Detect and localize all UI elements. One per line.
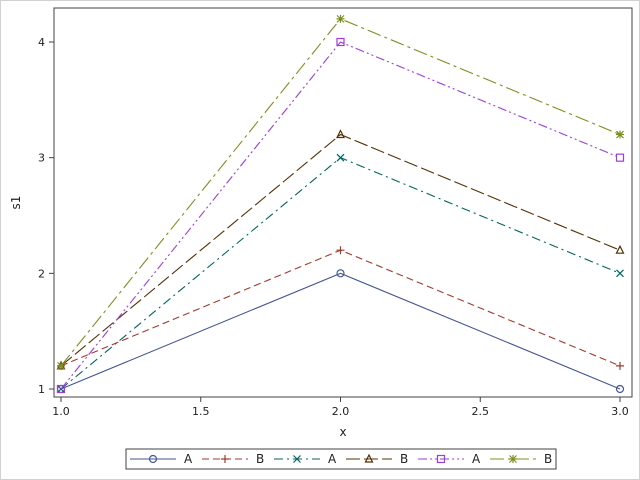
- plot-area: [53, 7, 633, 398]
- y-tick-label: 3: [38, 152, 45, 165]
- series-line-6: [60, 18, 621, 367]
- data-point-6-1: [57, 361, 65, 370]
- data-point-2-2: [336, 246, 345, 255]
- legend-marker-2: [221, 455, 229, 463]
- legend-label-3: A: [328, 452, 337, 466]
- series-line-1: [60, 272, 621, 390]
- x-tick-label: 3.0: [611, 405, 629, 418]
- legend-label-6: B: [544, 452, 552, 466]
- legend-marker-4: [364, 453, 374, 463]
- x-tick-label: 1.5: [192, 405, 210, 418]
- data-point-5-1: [56, 384, 66, 394]
- legend-label-1: A: [184, 452, 193, 466]
- data-point-3-2: [336, 153, 345, 162]
- data-point-3-3: [616, 269, 624, 278]
- legend-marker-3: [293, 455, 301, 463]
- data-point-1-2: [336, 269, 345, 278]
- legend-label-4: B: [400, 452, 408, 466]
- series-line-2: [60, 249, 621, 367]
- legend-marker-1: [148, 454, 158, 464]
- data-point-4-3: [615, 244, 625, 254]
- legend-label-5: A: [472, 452, 481, 466]
- data-point-5-3: [615, 153, 625, 162]
- x-tick-label: 1.0: [52, 405, 70, 418]
- y-tick-label: 4: [38, 36, 45, 49]
- data-point-4-2: [336, 129, 345, 139]
- data-point-6-3: [616, 130, 624, 139]
- legend-box: [125, 448, 557, 470]
- x-tick-label: 2.5: [472, 405, 490, 418]
- data-point-5-2: [336, 37, 345, 47]
- data-point-1-3: [615, 384, 625, 394]
- data-point-6-2: [336, 14, 345, 23]
- y-tick-label: 1: [38, 383, 45, 396]
- y-axis-title: s1: [9, 196, 23, 210]
- x-tick-label: 2.0: [332, 405, 350, 418]
- series-line-5: [60, 41, 621, 390]
- data-point-2-3: [616, 361, 624, 370]
- legend-marker-5: [436, 454, 446, 464]
- legend-label-2: B: [256, 452, 264, 466]
- y-tick-label: 2: [38, 267, 45, 280]
- legend-marker-6: [509, 455, 517, 463]
- series-line-4: [60, 133, 621, 367]
- x-axis-title: x: [339, 425, 346, 439]
